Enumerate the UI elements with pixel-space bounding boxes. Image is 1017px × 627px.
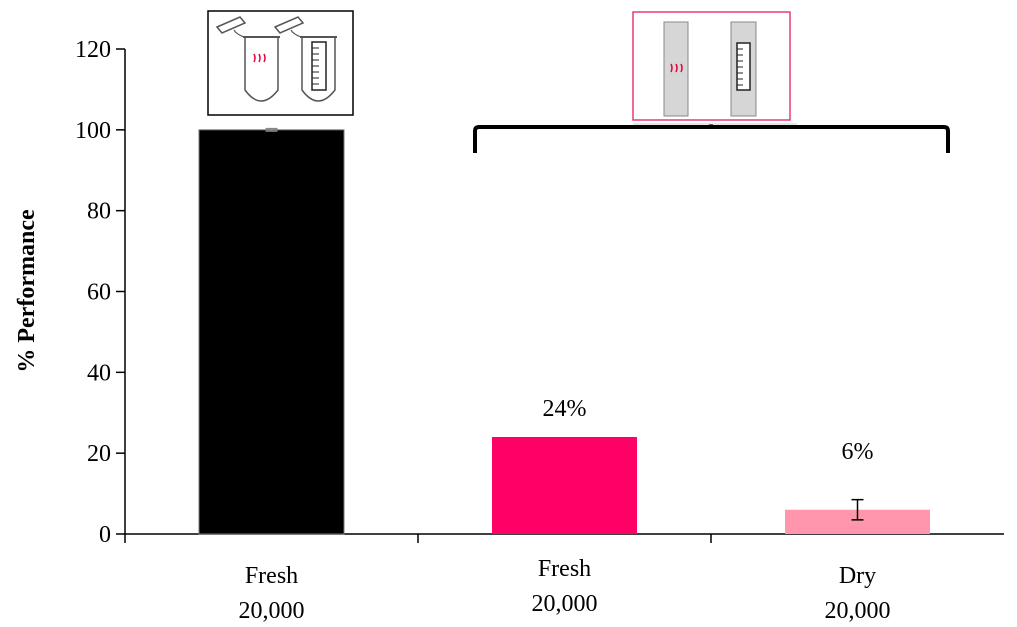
bar-1	[198, 129, 345, 535]
tube-red-icon	[215, 16, 280, 102]
data-label-3: 6%	[842, 439, 874, 465]
bars	[198, 129, 930, 535]
y-ticks: 0 20 40 60 80 100 120	[75, 37, 125, 548]
category-label-line2: 20,000	[239, 598, 305, 624]
y-tick-label: 120	[75, 37, 111, 63]
category-label-line1: Fresh	[538, 556, 591, 582]
data-labels: 24% 6%	[543, 396, 874, 465]
bar-2	[492, 437, 637, 534]
category-label-line2: 20,000	[532, 591, 598, 617]
category-labels: Fresh 20,000 Fresh 20,000 Dry 20,000	[239, 556, 891, 624]
y-tick-label: 60	[87, 280, 111, 306]
data-label-2: 24%	[543, 396, 587, 422]
y-axis-title: % Performance	[14, 209, 40, 373]
paper-strip-red-icon	[663, 21, 689, 117]
paper-illustration	[632, 11, 797, 125]
group-bracket	[473, 125, 950, 153]
tube-ruler-icon	[273, 16, 337, 102]
category-label-line1: Dry	[839, 563, 876, 589]
y-tick-label: 80	[87, 199, 111, 225]
y-tick-label: 0	[99, 522, 111, 548]
paper-illustration-frame	[632, 11, 791, 121]
y-tick-label: 40	[87, 360, 111, 386]
error-bars	[265, 127, 864, 521]
category-label-line1: Fresh	[245, 563, 298, 589]
paper-strip-ruler-icon	[730, 21, 757, 117]
tube-illustration	[207, 10, 354, 116]
y-tick-label: 100	[75, 118, 111, 144]
x-ticks	[124, 534, 712, 543]
category-label-line2: 20,000	[825, 598, 891, 624]
y-tick-label: 20	[87, 441, 111, 467]
